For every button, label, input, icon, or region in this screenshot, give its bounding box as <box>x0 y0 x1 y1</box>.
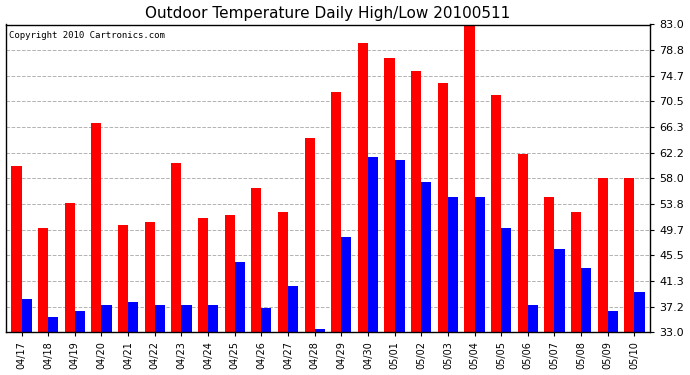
Bar <box>315 329 325 332</box>
Bar <box>544 197 555 332</box>
Bar <box>437 83 448 332</box>
Bar <box>118 225 128 332</box>
Bar <box>598 178 608 332</box>
Bar <box>501 228 511 332</box>
Bar <box>491 95 501 332</box>
Bar <box>555 249 564 332</box>
Bar <box>198 219 208 332</box>
Bar <box>262 308 271 332</box>
Bar <box>235 262 245 332</box>
Bar <box>331 92 342 332</box>
Bar <box>624 178 634 332</box>
Title: Outdoor Temperature Daily High/Low 20100511: Outdoor Temperature Daily High/Low 20100… <box>146 6 511 21</box>
Bar <box>278 212 288 332</box>
Bar <box>304 138 315 332</box>
Bar <box>384 58 395 332</box>
Bar <box>475 197 484 332</box>
Bar <box>395 160 405 332</box>
Bar <box>75 311 85 332</box>
Bar <box>65 203 75 332</box>
Bar <box>181 305 192 332</box>
Bar <box>518 154 528 332</box>
Bar <box>411 70 422 332</box>
Bar <box>101 305 112 332</box>
Bar <box>464 24 475 332</box>
Bar <box>528 305 538 332</box>
Bar <box>571 212 581 332</box>
Bar <box>48 317 59 332</box>
Bar <box>225 215 235 332</box>
Bar <box>12 166 21 332</box>
Text: Copyright 2010 Cartronics.com: Copyright 2010 Cartronics.com <box>9 31 165 40</box>
Bar <box>358 43 368 332</box>
Bar <box>91 123 101 332</box>
Bar <box>342 237 351 332</box>
Bar <box>171 163 181 332</box>
Bar <box>608 311 618 332</box>
Bar <box>208 305 218 332</box>
Bar <box>145 222 155 332</box>
Bar <box>251 188 262 332</box>
Bar <box>21 298 32 332</box>
Bar <box>448 197 458 332</box>
Bar <box>288 286 298 332</box>
Bar <box>155 305 165 332</box>
Bar <box>634 292 644 332</box>
Bar <box>368 157 378 332</box>
Bar <box>581 268 591 332</box>
Bar <box>422 182 431 332</box>
Bar <box>128 302 138 332</box>
Bar <box>38 228 48 332</box>
